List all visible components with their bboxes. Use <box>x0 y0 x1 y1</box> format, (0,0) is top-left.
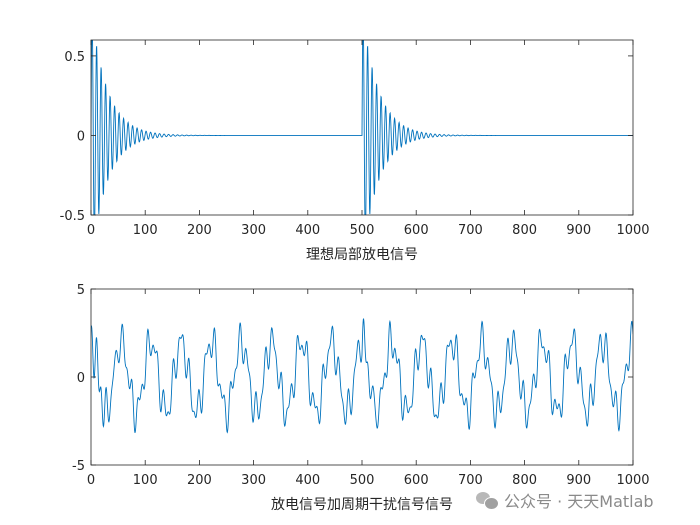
series-line-0 <box>91 40 633 215</box>
y-tick-label: -0.5 <box>60 209 85 224</box>
x-tick-label: 1000 <box>616 473 649 488</box>
x-tick-label: 900 <box>566 223 591 238</box>
x-tick-label: 0 <box>87 473 95 488</box>
watermark-text: 公众号 · 天天Matlab <box>504 492 654 511</box>
watermark: 公众号 · 天天Matlab <box>476 486 654 514</box>
x-tick-label: 600 <box>404 473 429 488</box>
y-tick-label: -5 <box>72 459 85 474</box>
x-axis-label: 放电信号加周期干扰信号信号 <box>271 497 453 513</box>
bottom-chart-axes: 0 100 200 300 400 500 600 700 800 900 1000-505放电信号… <box>72 283 650 513</box>
x-tick-label: 400 <box>295 223 320 238</box>
x-tick-label: 400 <box>295 473 320 488</box>
x-tick-label: 500 <box>350 473 375 488</box>
y-tick-label: 0 <box>77 129 85 144</box>
x-axis-label: 理想局部放电信号 <box>306 247 418 263</box>
x-tick-label: 100 <box>133 223 158 238</box>
x-tick-label: 1000 <box>616 223 649 238</box>
wechat-icon <box>476 489 499 511</box>
y-tick-label: 0.5 <box>64 50 85 65</box>
x-tick-label: 900 <box>566 473 591 488</box>
series-line-0 <box>91 318 633 434</box>
x-tick-label: 300 <box>241 473 266 488</box>
x-tick-label: 0 <box>87 223 95 238</box>
x-tick-label: 200 <box>187 473 212 488</box>
x-tick-label: 800 <box>512 473 537 488</box>
x-tick-label: 200 <box>187 223 212 238</box>
x-tick-label: 300 <box>241 223 266 238</box>
x-tick-label: 700 <box>458 473 483 488</box>
x-tick-label: 800 <box>512 223 537 238</box>
x-tick-label: 600 <box>404 223 429 238</box>
y-tick-label: 5 <box>77 283 85 298</box>
x-tick-label: 100 <box>133 473 158 488</box>
x-tick-label: 700 <box>458 223 483 238</box>
y-tick-label: 0 <box>77 371 85 386</box>
top-chart-axes: 0 100 200 300 400 500 600 700 800 900 1000-0.500.5… <box>60 39 650 263</box>
x-tick-label: 500 <box>350 223 375 238</box>
